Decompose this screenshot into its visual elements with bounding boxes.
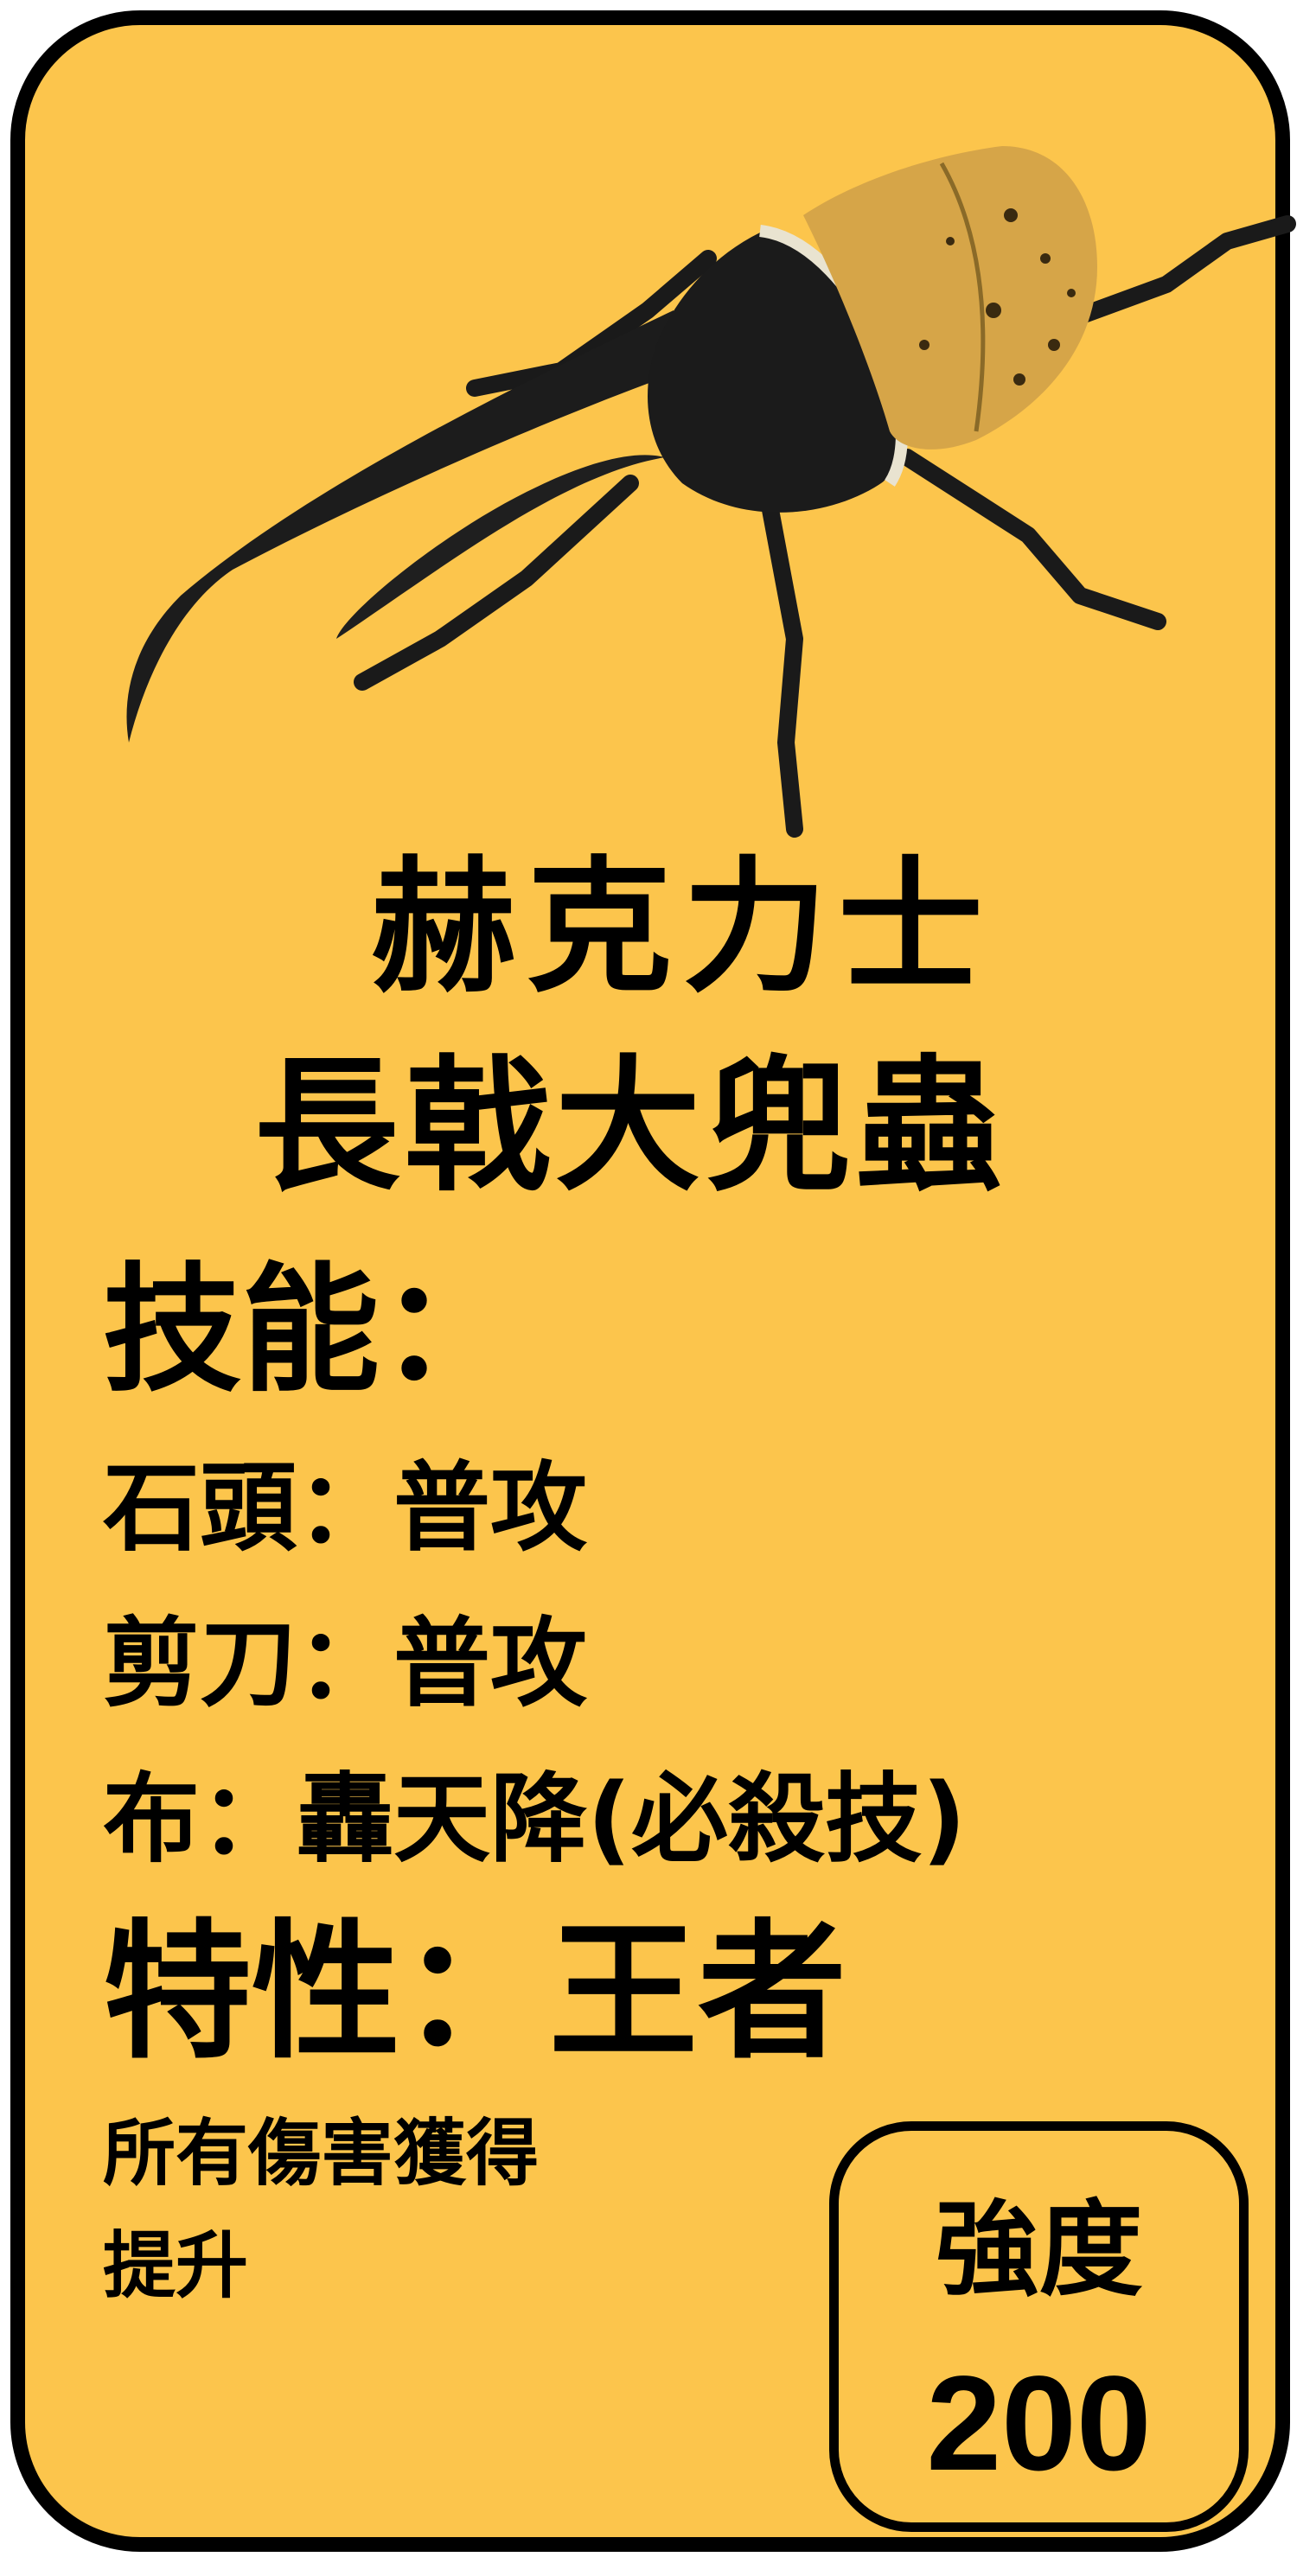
trait-description-line2: 提升 xyxy=(103,2223,249,2308)
trait-description-line1: 所有傷害獲得 xyxy=(103,2111,540,2196)
strength-label: 強度 xyxy=(935,2190,1143,2311)
strength-badge: 強度 200 xyxy=(829,2121,1249,2532)
strength-value: 200 xyxy=(926,2349,1152,2499)
skill-rock: 石頭：普攻 xyxy=(103,1452,587,1565)
character-name-line2: 長戟大兜蟲 xyxy=(254,1042,1006,1211)
skill-paper: 布：轟天降(必殺技) xyxy=(103,1763,967,1876)
skill-scissors: 剪刀：普攻 xyxy=(103,1608,587,1720)
trait-heading: 特性：王者 xyxy=(103,1905,846,2079)
character-card: 赫克力士 長戟大兜蟲 技能： 石頭：普攻 剪刀：普攻 布：轟天降(必殺技) 特性… xyxy=(10,10,1296,2552)
skills-heading: 技能： xyxy=(103,1249,519,1411)
character-name-line1: 赫克力士 xyxy=(371,843,993,1012)
hercules-beetle-illustration xyxy=(126,146,1296,838)
